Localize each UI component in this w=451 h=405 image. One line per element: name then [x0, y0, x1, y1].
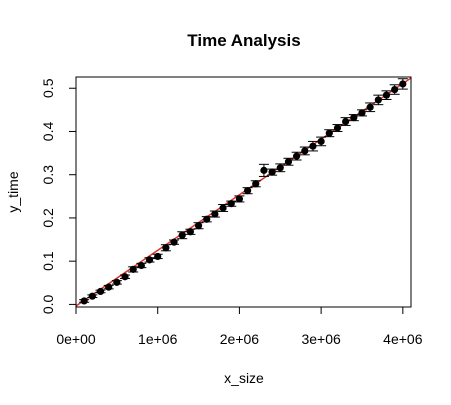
- data-point: [169, 238, 180, 246]
- y-tick-label: 0.5: [40, 78, 56, 98]
- data-point: [332, 124, 343, 132]
- data-point: [226, 200, 237, 208]
- point-marker: [317, 137, 325, 146]
- point-marker: [211, 210, 219, 218]
- x-tick-label: 2e+06: [220, 331, 260, 347]
- point-marker: [235, 195, 244, 203]
- point-marker: [276, 164, 284, 172]
- point-marker: [113, 278, 121, 286]
- x-tick-label: 3e+06: [301, 331, 341, 347]
- data-point: [218, 204, 229, 212]
- point-marker: [88, 292, 96, 300]
- data-point: [381, 90, 392, 100]
- point-marker: [154, 252, 162, 261]
- point-marker: [129, 265, 137, 273]
- point-marker: [252, 180, 260, 188]
- point-marker: [219, 204, 227, 212]
- y-tick-label: 0.1: [40, 251, 56, 271]
- data-point: [299, 146, 310, 156]
- data-point: [316, 136, 327, 147]
- y-tick-label: 0.0: [40, 294, 56, 314]
- x-tick-label: 1e+06: [138, 331, 178, 347]
- point-marker: [137, 261, 145, 270]
- data-point: [103, 283, 114, 291]
- data-points-layer: [79, 78, 408, 305]
- point-marker: [80, 297, 88, 305]
- data-point: [160, 244, 171, 252]
- data-point: [144, 256, 155, 264]
- point-marker: [391, 85, 399, 94]
- data-point: [307, 140, 318, 152]
- point-marker: [170, 238, 178, 246]
- point-marker: [301, 147, 309, 155]
- data-point: [242, 187, 253, 195]
- data-point: [348, 114, 359, 122]
- point-marker: [178, 231, 186, 239]
- data-point: [283, 157, 294, 166]
- point-marker: [203, 215, 211, 223]
- point-marker: [284, 158, 293, 166]
- y-axis: 0.0 0.1 0.2 0.3 0.4 0.5: [40, 78, 77, 314]
- data-point: [87, 292, 98, 300]
- point-marker: [350, 114, 358, 122]
- data-point: [209, 210, 220, 218]
- point-marker: [227, 200, 235, 208]
- data-point: [201, 215, 212, 223]
- y-axis-label: y_time: [5, 171, 21, 212]
- y-tick-label: 0.2: [40, 208, 56, 228]
- point-marker: [260, 166, 268, 174]
- point-marker: [333, 124, 342, 132]
- point-marker: [382, 91, 391, 99]
- data-point: [111, 278, 122, 286]
- point-marker: [194, 222, 203, 230]
- x-tick-label: 0e+00: [56, 331, 96, 347]
- point-marker: [342, 117, 350, 126]
- data-point: [324, 129, 335, 138]
- data-point: [136, 261, 147, 270]
- y-tick-label: 0.4: [40, 122, 56, 142]
- data-point: [365, 102, 376, 113]
- point-marker: [186, 228, 194, 236]
- point-marker: [399, 80, 407, 88]
- data-point: [356, 109, 367, 117]
- data-point: [177, 231, 188, 240]
- chart-title: Time Analysis: [187, 31, 300, 50]
- data-point: [79, 297, 90, 305]
- point-marker: [105, 283, 113, 291]
- y-tick-label: 0.3: [40, 165, 56, 185]
- point-marker: [268, 168, 276, 176]
- data-point: [95, 287, 106, 296]
- data-point: [120, 273, 131, 281]
- data-point: [152, 252, 163, 261]
- data-point: [250, 180, 261, 188]
- data-point: [397, 78, 408, 90]
- x-axis-label: x_size: [224, 370, 264, 386]
- data-point: [340, 117, 351, 126]
- data-point: [275, 163, 286, 173]
- data-point: [258, 163, 269, 177]
- point-marker: [358, 109, 366, 117]
- point-marker: [145, 256, 154, 264]
- data-point: [389, 84, 400, 95]
- point-marker: [243, 187, 252, 195]
- data-point: [373, 94, 384, 106]
- point-marker: [374, 96, 382, 104]
- point-marker: [96, 287, 105, 296]
- data-point: [267, 168, 278, 176]
- data-point: [291, 151, 302, 161]
- data-point: [128, 265, 139, 273]
- point-marker: [309, 142, 317, 150]
- data-point: [193, 222, 204, 230]
- point-marker: [162, 244, 170, 252]
- data-point: [185, 228, 196, 236]
- x-tick-label: 4e+06: [383, 331, 423, 347]
- point-marker: [293, 152, 301, 160]
- point-marker: [325, 129, 333, 137]
- x-axis: 0e+00 1e+06 2e+06 3e+06 4e+06: [56, 306, 423, 347]
- point-marker: [121, 273, 129, 281]
- point-marker: [366, 103, 374, 111]
- data-point: [234, 195, 245, 203]
